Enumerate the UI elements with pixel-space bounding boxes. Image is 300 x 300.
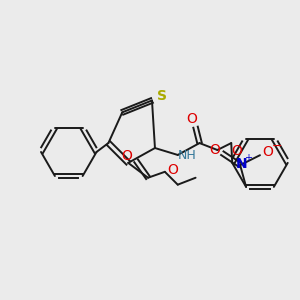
Text: O: O (262, 145, 273, 159)
Text: O: O (121, 149, 132, 163)
Text: N: N (235, 157, 247, 171)
Text: O: O (167, 163, 178, 177)
Text: S: S (157, 89, 167, 103)
Text: O: O (209, 143, 220, 157)
Text: +: + (244, 153, 252, 163)
Text: O: O (231, 144, 242, 158)
Text: NH: NH (177, 149, 196, 162)
Text: O: O (186, 112, 197, 126)
Text: −: − (272, 140, 282, 153)
